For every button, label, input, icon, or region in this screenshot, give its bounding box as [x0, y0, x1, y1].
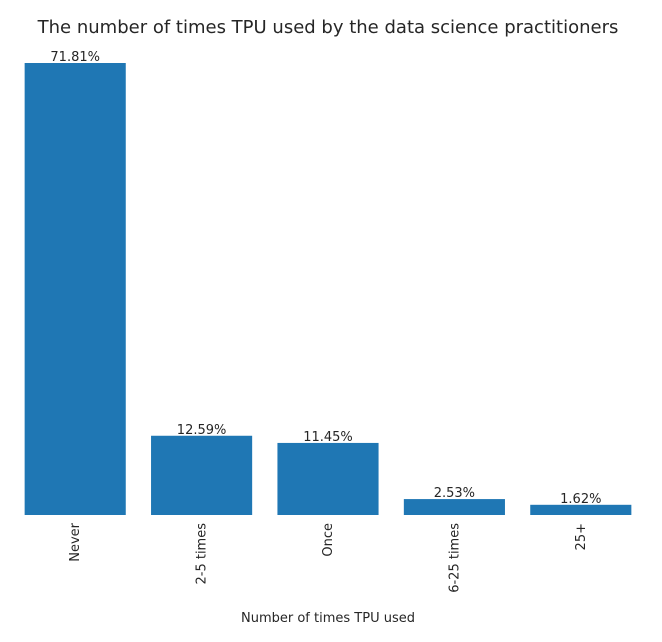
data-label-2: 11.45% [303, 430, 353, 445]
data-label-3: 2.53% [434, 486, 475, 501]
x-axis-label: Number of times TPU used [241, 611, 415, 626]
bars-group [24, 63, 632, 515]
chart-title: The number of times TPU used by the data… [37, 17, 619, 38]
x-tick-label-0: Never [68, 522, 83, 561]
x-tick-label-3: 6-25 times [447, 523, 462, 593]
x-tick-label-2: Once [321, 523, 336, 557]
bar-3 [403, 499, 505, 515]
x-tick-label-4: 25+ [574, 523, 589, 550]
bar-0 [24, 63, 126, 515]
x-tick-label-1: 2-5 times [195, 523, 210, 585]
data-label-4: 1.62% [560, 492, 601, 507]
data-labels-group: 71.81% 12.59% 11.45% 2.53% 1.62% [50, 50, 601, 507]
bar-2 [277, 442, 379, 515]
x-tick-labels: Never 2-5 times Once 6-25 times 25+ [68, 522, 589, 592]
bar-4 [530, 504, 632, 515]
bar-1 [151, 435, 253, 515]
data-label-1: 12.59% [177, 423, 227, 438]
data-label-0: 71.81% [50, 50, 100, 65]
